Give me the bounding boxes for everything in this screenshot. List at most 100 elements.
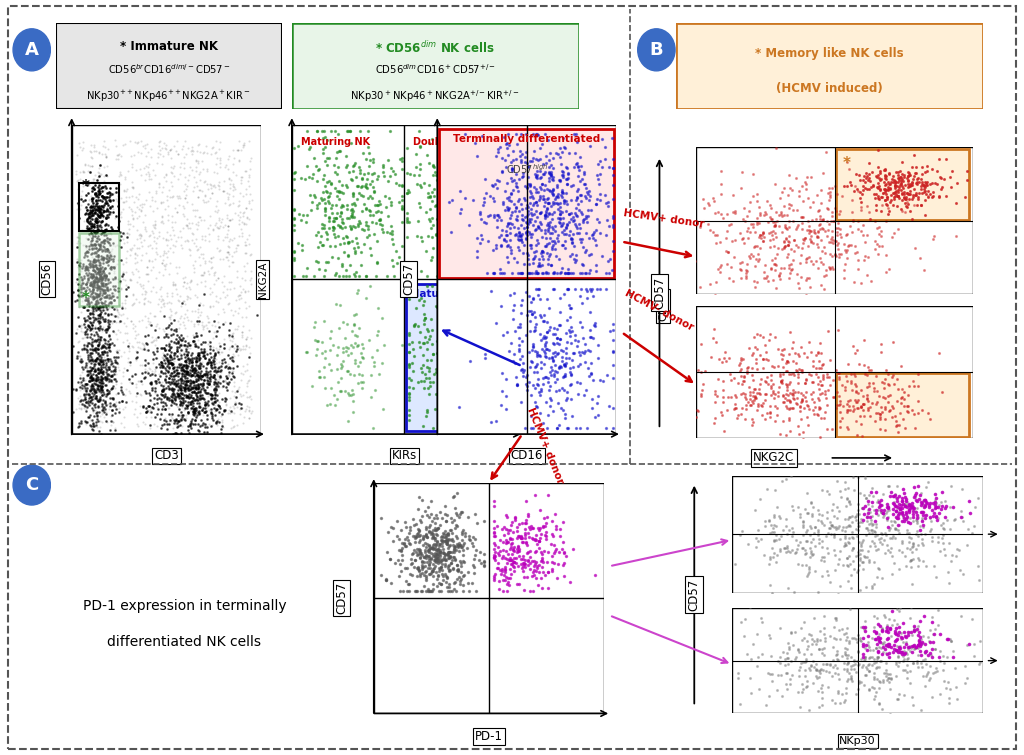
- Point: [729, 672, 745, 684]
- Point: [226, 371, 243, 384]
- Point: [178, 400, 195, 412]
- Point: [176, 389, 193, 401]
- Point: [748, 356, 764, 368]
- Point: [86, 276, 102, 288]
- Point: [501, 297, 517, 310]
- Point: [518, 199, 535, 211]
- Point: [931, 153, 947, 165]
- Point: [202, 282, 218, 294]
- Point: [131, 242, 147, 254]
- Point: [412, 202, 428, 214]
- Point: [518, 226, 535, 238]
- Point: [219, 228, 236, 240]
- Point: [455, 585, 471, 597]
- Point: [870, 533, 887, 545]
- Point: [316, 208, 333, 220]
- Point: [703, 633, 720, 645]
- Point: [155, 232, 171, 244]
- Point: [412, 125, 428, 137]
- Point: [827, 667, 844, 680]
- Point: [904, 691, 921, 703]
- Point: [108, 362, 124, 374]
- Point: [736, 371, 753, 383]
- Point: [118, 279, 134, 291]
- Point: [102, 332, 119, 344]
- Point: [129, 248, 145, 260]
- Point: [167, 279, 183, 291]
- Point: [549, 348, 565, 360]
- Point: [781, 202, 798, 214]
- Point: [415, 420, 431, 432]
- Point: [902, 612, 919, 624]
- Point: [216, 161, 232, 173]
- Point: [104, 393, 121, 405]
- Point: [178, 190, 195, 202]
- Point: [942, 171, 958, 183]
- Point: [335, 346, 351, 358]
- Point: [182, 276, 199, 288]
- Point: [357, 202, 374, 214]
- Point: [383, 521, 399, 533]
- Point: [604, 162, 621, 174]
- Point: [837, 257, 853, 270]
- Point: [803, 536, 819, 548]
- Point: [520, 217, 537, 230]
- Point: [923, 649, 939, 661]
- Point: [353, 347, 370, 359]
- Point: [477, 352, 494, 364]
- Point: [844, 676, 860, 688]
- Point: [79, 246, 95, 258]
- Point: [581, 194, 597, 206]
- Point: [924, 191, 940, 203]
- Point: [537, 179, 553, 191]
- Point: [954, 515, 971, 527]
- Point: [767, 415, 783, 427]
- Point: [727, 207, 743, 219]
- Point: [343, 137, 359, 149]
- Point: [526, 245, 543, 257]
- Point: [340, 250, 356, 262]
- Point: [513, 307, 529, 319]
- Point: [90, 280, 106, 292]
- Point: [923, 512, 939, 524]
- Point: [911, 635, 928, 647]
- Point: [118, 266, 134, 278]
- Point: [713, 208, 729, 220]
- Point: [864, 581, 881, 593]
- Point: [286, 246, 302, 258]
- Point: [317, 226, 334, 239]
- Point: [101, 187, 118, 199]
- Point: [180, 368, 197, 380]
- Point: [138, 268, 155, 280]
- Point: [824, 250, 841, 262]
- Point: [772, 370, 788, 382]
- Point: [68, 328, 84, 340]
- Point: [869, 638, 886, 650]
- Point: [785, 393, 802, 405]
- Point: [403, 548, 420, 560]
- Point: [90, 209, 106, 221]
- Point: [846, 370, 862, 382]
- Point: [410, 562, 426, 575]
- Point: [178, 349, 195, 361]
- Point: [131, 374, 147, 387]
- Point: [164, 445, 180, 457]
- Point: [812, 337, 828, 350]
- Point: [97, 212, 114, 224]
- Point: [152, 304, 168, 316]
- Point: [163, 383, 179, 395]
- Point: [154, 399, 170, 411]
- Point: [456, 537, 472, 549]
- Point: [763, 519, 779, 532]
- Point: [212, 135, 228, 147]
- Point: [223, 405, 240, 418]
- Point: [154, 158, 170, 170]
- Point: [577, 166, 593, 178]
- Point: [80, 276, 96, 288]
- Point: [910, 539, 927, 551]
- Point: [900, 178, 916, 190]
- Point: [432, 149, 449, 162]
- Point: [95, 401, 112, 413]
- Point: [144, 401, 161, 413]
- Point: [794, 242, 810, 254]
